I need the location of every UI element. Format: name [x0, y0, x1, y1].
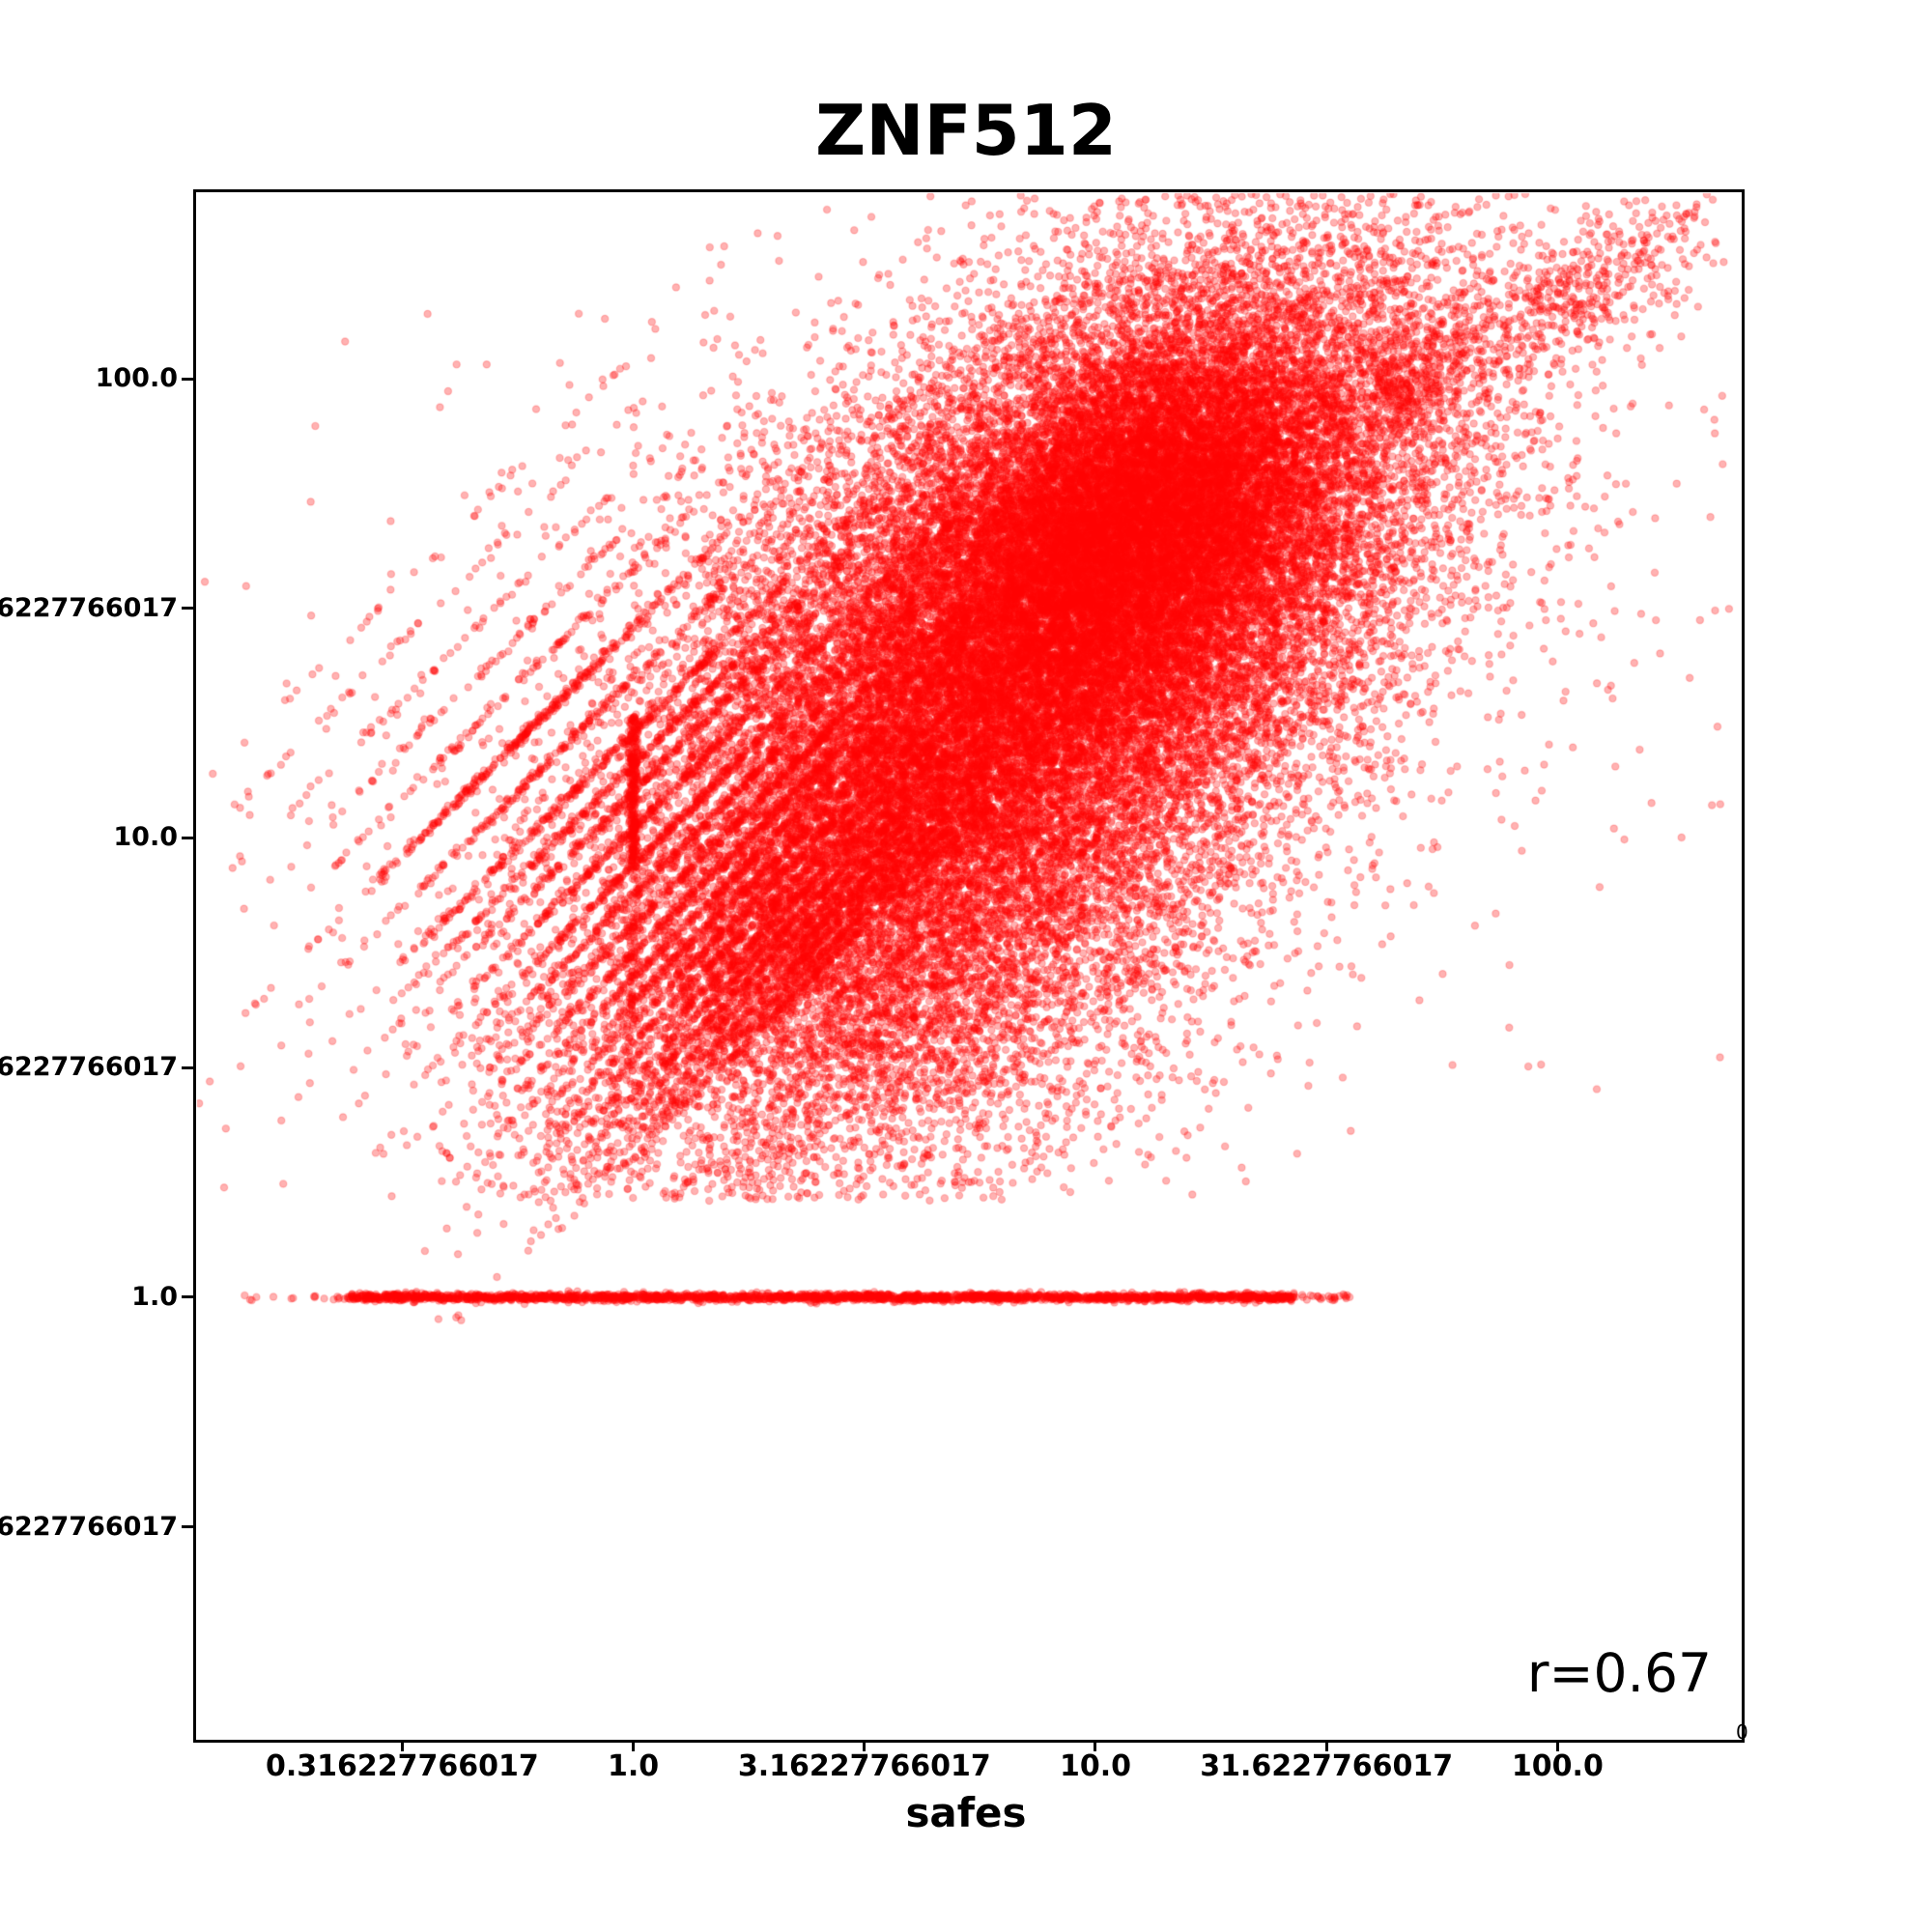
x-tick-label: 1.0 [608, 1749, 660, 1783]
y-tick-label: 31.6227766017 [0, 592, 178, 623]
plot-title: ZNF512 [815, 90, 1117, 171]
y-tick-mark [182, 607, 193, 611]
x-tick-label: 10.0 [1059, 1749, 1131, 1783]
x-tick-mark [400, 1740, 404, 1751]
x-tick-mark [1324, 1740, 1328, 1751]
x-tick-label: 100.0 [1511, 1749, 1604, 1783]
x-tick-mark [863, 1740, 867, 1751]
plot-frame [193, 189, 1745, 1743]
y-tick-label: 0.316227766017 [0, 1511, 178, 1542]
x-tick-label: 31.6227766017 [1200, 1749, 1454, 1783]
y-tick-mark [182, 1065, 193, 1069]
correlation-annotation: r=0.67 [1526, 1642, 1712, 1704]
y-tick-mark [182, 1295, 193, 1299]
y-tick-label: 100.0 [95, 363, 178, 394]
x-axis-label: safes [905, 1789, 1027, 1836]
x-tick-mark [1094, 1740, 1097, 1751]
y-tick-label: 3.16227766017 [0, 1052, 178, 1083]
y-tick-mark [182, 377, 193, 381]
y-tick-mark [182, 836, 193, 839]
x-tick-mark [1555, 1740, 1559, 1751]
x-tick-label: 0.316227766017 [266, 1749, 539, 1783]
y-tick-mark [182, 1525, 193, 1529]
y-tick-label: 10.0 [113, 822, 178, 853]
axis-corner-artifact: 0 [1736, 1720, 1748, 1744]
x-tick-label: 3.16227766017 [737, 1749, 991, 1783]
x-tick-mark [632, 1740, 636, 1751]
y-tick-label: 1.0 [131, 1281, 178, 1312]
